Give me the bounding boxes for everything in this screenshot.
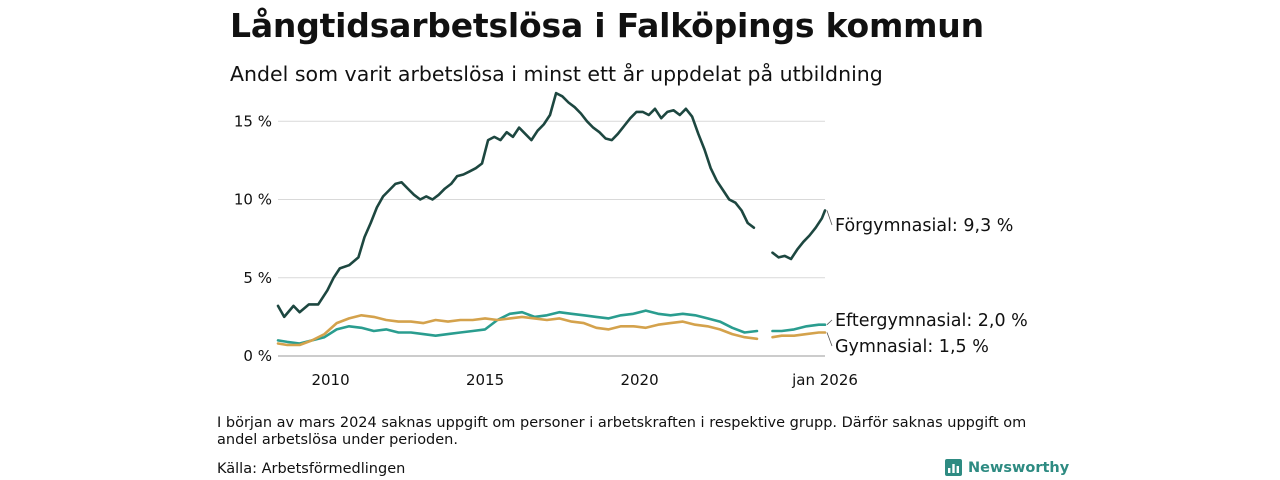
y-axis-ticks: 0 % 5 % 10 % 15 % — [234, 112, 272, 365]
brand-name: Newsworthy — [968, 459, 1070, 476]
y-tick-label: 5 % — [243, 269, 272, 287]
y-tick-label: 15 % — [234, 112, 272, 130]
bar-chart-icon — [945, 459, 962, 476]
series-end-labels: Förgymnasial: 9,3 % Eftergymnasial: 2,0 %… — [826, 210, 1028, 357]
series-line-förgymnasial — [276, 91, 827, 319]
gridlines — [278, 120, 825, 357]
x-tick-label: 2020 — [620, 371, 658, 389]
x-tick-label: 2010 — [311, 371, 349, 389]
source-text: Källa: Arbetsförmedlingen — [217, 461, 406, 477]
x-axis-ticks: 2010 2015 2020 jan 2026 — [311, 371, 857, 389]
label-leader — [826, 332, 833, 347]
footnote: I början av mars 2024 saknas uppgift om … — [217, 415, 1027, 448]
series-end-label: Förgymnasial: 9,3 % — [835, 216, 1013, 236]
x-tick-label: jan 2026 — [791, 371, 858, 389]
series-lines — [276, 91, 827, 347]
series-end-label: Eftergymnasial: 2,0 % — [835, 311, 1028, 331]
label-leader — [826, 319, 833, 325]
brand-logo: Newsworthy — [945, 459, 1069, 476]
chart-subtitle: Andel som varit arbetslösa i minst ett å… — [230, 62, 883, 86]
label-leader — [826, 210, 833, 226]
series-end-label: Gymnasial: 1,5 % — [835, 337, 989, 357]
series-line-gymnasial — [276, 314, 827, 347]
chart-title: Långtidsarbetslösa i Falköpings kommun — [230, 6, 984, 45]
y-tick-label: 0 % — [243, 347, 272, 365]
x-tick-label: 2015 — [466, 371, 504, 389]
series-line-eftergymnasial — [276, 309, 827, 345]
y-tick-label: 10 % — [234, 191, 272, 209]
